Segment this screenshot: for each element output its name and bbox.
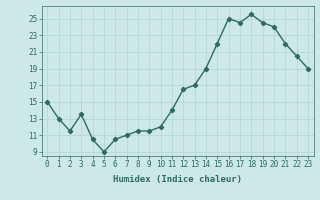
X-axis label: Humidex (Indice chaleur): Humidex (Indice chaleur) <box>113 175 242 184</box>
